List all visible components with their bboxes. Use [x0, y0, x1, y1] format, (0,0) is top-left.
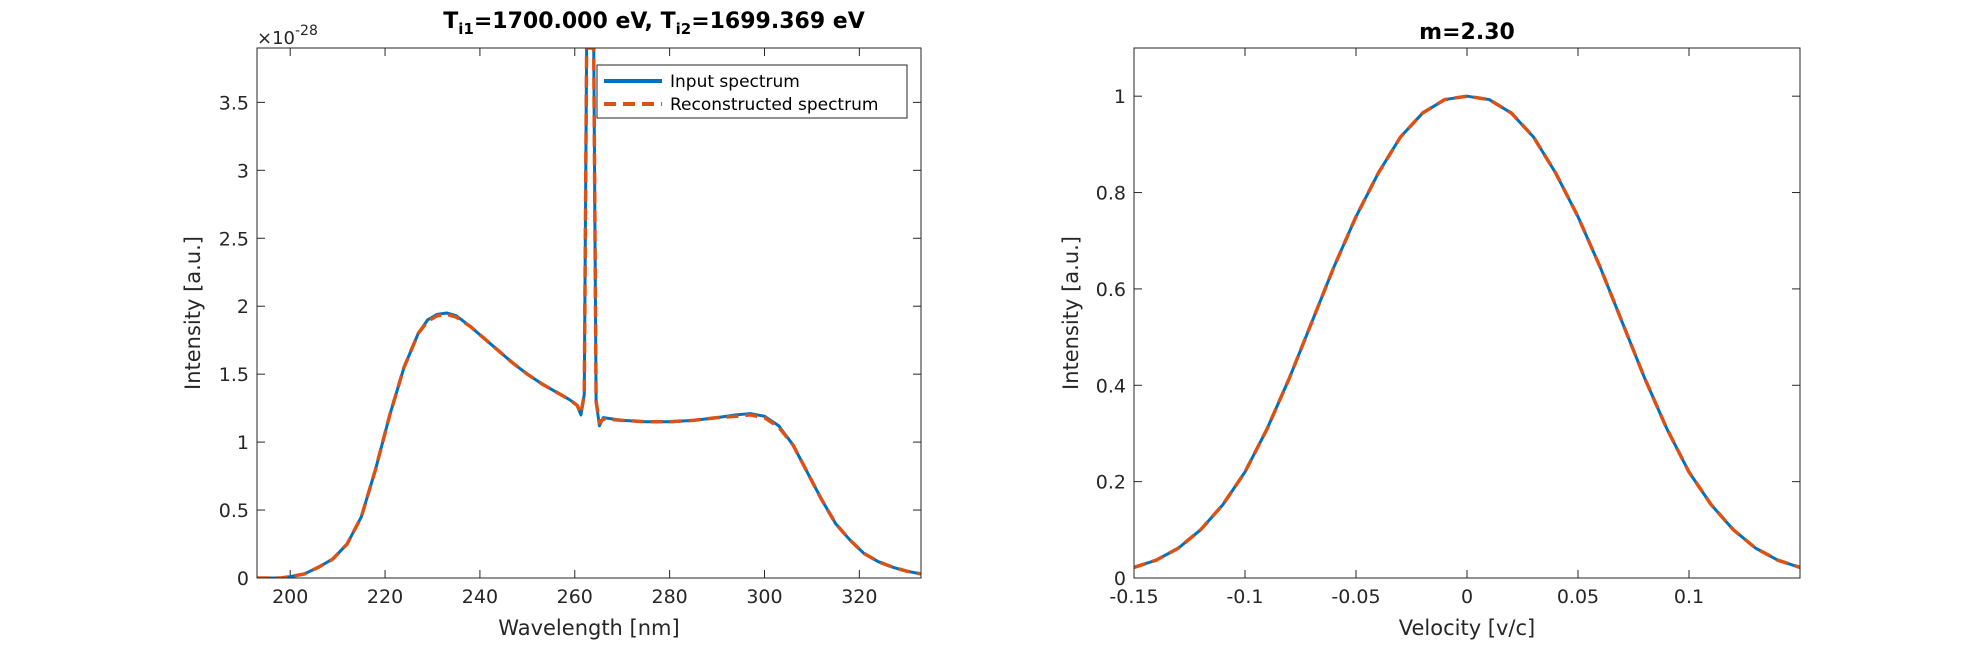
spectrum-series-group [257, 48, 921, 578]
velocity-y-axis-label: Intensity [a.u.] [1059, 236, 1083, 390]
legend-entry-input: Input spectrum [670, 72, 800, 92]
velocity-chart: m=2.30 -0.15 -0.1 -0.05 0 0.05 0.1 0 0.2 0.4 0.6 0… [1059, 20, 1801, 640]
y-tick-label: 1 [237, 432, 249, 454]
x-tick-label: 200 [272, 586, 308, 608]
spectrum-y-axis-label: Intensity [a.u.] [181, 236, 205, 390]
reconstructed-series-line [257, 48, 921, 578]
velocity-plot-box [1133, 47, 1801, 579]
legend: Input spectrum Reconstructed spectrum [596, 64, 908, 119]
spectrum-axis-ticks: 200 220 240 260 280 300 320 0 0.5 1 1.5 2 2.5 3 3.5 [219, 48, 921, 608]
y-tick-label: 0.6 [1096, 279, 1126, 301]
y-tick-label: 0.8 [1096, 183, 1126, 205]
legend-entry-reconstructed: Reconstructed spectrum [670, 95, 878, 115]
velocity-axis-ticks: -0.15 -0.1 -0.05 0 0.05 0.1 0 0.2 0.4 0.6 0.8 1 [1096, 48, 1800, 608]
velocity-chart-title: m=2.30 [1419, 20, 1515, 45]
y-tick-label: 2 [237, 296, 249, 318]
spectrum-x-axis-label: Wavelength [nm] [498, 616, 679, 640]
y-tick-label: 3 [237, 160, 249, 182]
x-tick-label: 320 [841, 586, 877, 608]
y-tick-label: 3.5 [219, 92, 249, 114]
x-tick-label: 280 [651, 586, 687, 608]
x-tick-label: 0.1 [1674, 586, 1704, 608]
x-tick-label: 300 [746, 586, 782, 608]
velocity-x-axis-label: Velocity [v/c] [1399, 616, 1536, 640]
x-tick-label: 0 [1461, 586, 1473, 608]
spectrum-chart: Ti1=1700.000 eV, Ti2=1699.369 eV ×10-28 … [181, 9, 922, 640]
spectrum-chart-title: Ti1=1700.000 eV, Ti2=1699.369 eV [443, 9, 865, 38]
x-tick-label: 220 [367, 586, 403, 608]
x-tick-label: -0.15 [1109, 586, 1158, 608]
y-tick-label: 0.4 [1096, 375, 1126, 397]
spectrum-plot-box [256, 47, 922, 579]
x-tick-label: -0.05 [1331, 586, 1380, 608]
y-tick-label: 2.5 [219, 228, 249, 250]
y-tick-label: 1 [1114, 86, 1126, 108]
y-tick-label: 0.2 [1096, 472, 1126, 494]
y-tick-label: 1.5 [219, 364, 249, 386]
reconstructed-series-line [1134, 94, 1800, 570]
y-tick-label: 0 [1114, 568, 1126, 590]
legend-box [596, 64, 908, 119]
velocity-series-group [1134, 94, 1800, 570]
y-tick-label: 0 [237, 568, 249, 590]
x-tick-label: 260 [557, 586, 593, 608]
x-tick-label: 240 [462, 586, 498, 608]
y-tick-label: 0.5 [219, 500, 249, 522]
x-tick-label: -0.1 [1226, 586, 1263, 608]
y-exponent-label: ×10-28 [257, 23, 318, 49]
x-tick-label: 0.05 [1557, 586, 1599, 608]
